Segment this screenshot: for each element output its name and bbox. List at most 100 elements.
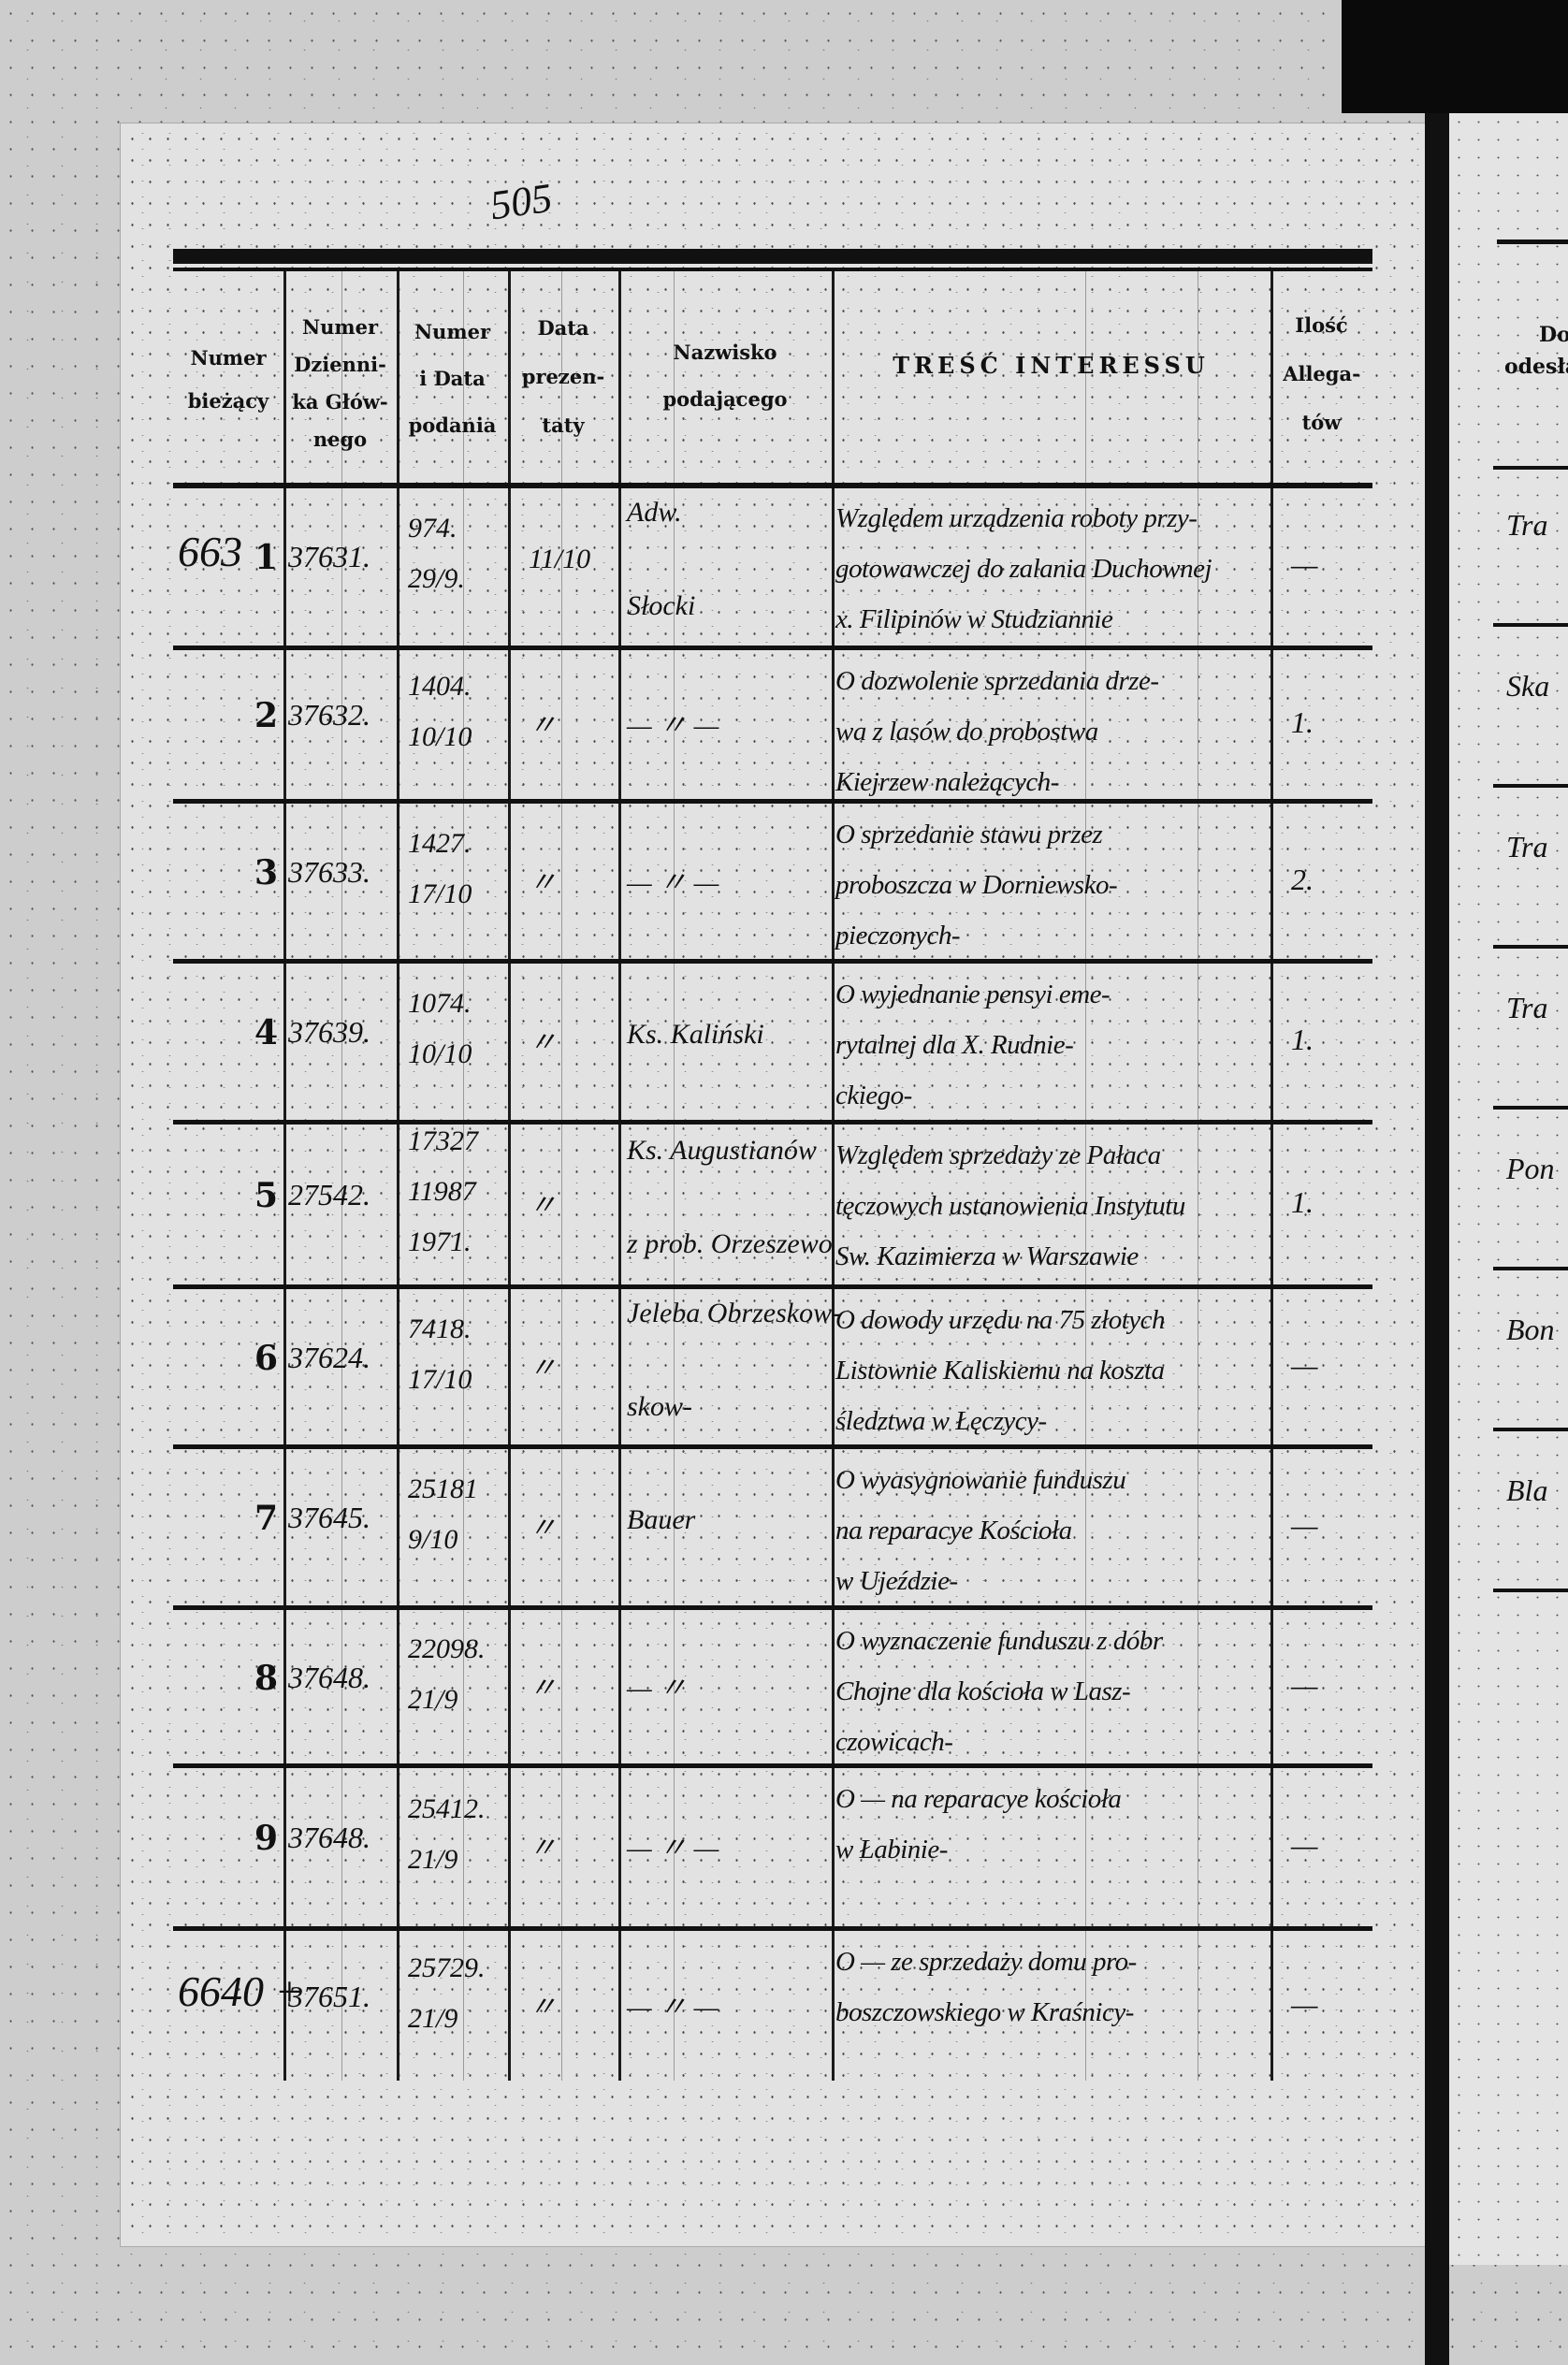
header-line: Numer	[190, 346, 267, 370]
matter-content-line: O wyznaczenie funduszu z dóbr	[835, 1626, 1163, 1656]
petitioner-name: — 〃	[627, 1672, 688, 1704]
matter-content-line: O — na reparacye kościoła	[835, 1784, 1122, 1814]
attachments-count: 1.	[1291, 705, 1314, 739]
column-header-data-prezentaty: Data prezen-taty	[508, 304, 618, 450]
petitioner-name: Ks. Augustianów	[627, 1135, 817, 1166]
matter-content-line: Względem sprzedaży ze Pałaca	[835, 1140, 1161, 1170]
presentation-date: 〃	[529, 1991, 557, 2023]
facing-entry: Tra	[1506, 508, 1548, 542]
facing-header: odesła	[1504, 355, 1568, 379]
row-number: 4	[254, 1013, 279, 1052]
header-line: ka Głów-	[292, 390, 388, 414]
header-line: Dzienni-	[294, 353, 386, 376]
matter-content-line: O wyasygnowanie funduszu	[835, 1465, 1126, 1495]
row-divider	[173, 1444, 1372, 1449]
petitioner-name: Jeleba Obrzeskow-	[627, 1297, 842, 1328]
matter-content-line: O wyjednanie pensyi eme-	[835, 979, 1111, 1009]
presentation-date: 〃	[529, 1513, 557, 1544]
submission-number-date: 9/10	[408, 1524, 458, 1555]
matter-content-line: O dowody urzędu na 75 złotych	[835, 1305, 1166, 1335]
submission-number-date: 17/10	[408, 1363, 472, 1395]
petitioner-name: Ks. Kaliński	[627, 1019, 764, 1050]
petitioner-name: Bauer	[627, 1504, 696, 1535]
row-number: 6	[254, 1338, 279, 1378]
submission-number-date: 10/10	[408, 721, 472, 752]
column-divider	[508, 271, 511, 2081]
petitioner-name: — 〃 —	[627, 710, 719, 741]
row-number: 2	[254, 696, 279, 735]
column-header-numer-dziennika: Numer Dzienni-ka Głów-nego	[283, 309, 397, 458]
row-number: 8	[254, 1658, 279, 1698]
attachments-count: 1.	[1291, 1023, 1314, 1056]
column-header-numer-data-podania: Numer i Data podania	[397, 309, 508, 449]
petitioner-name: Słocki	[627, 590, 696, 621]
ruling-line	[463, 271, 464, 2081]
row-divider	[173, 1120, 1372, 1124]
submission-number-date: 29/9.	[408, 563, 465, 594]
column-header-numer-biezacy: Numer bieżący	[173, 337, 283, 423]
row-divider	[173, 1605, 1372, 1610]
ruling-line	[674, 271, 675, 2081]
matter-content-line: gotowawczej do zalania Duchownej	[835, 554, 1212, 584]
column-divider	[397, 271, 399, 2081]
journal-number: 37648.	[288, 1660, 370, 1694]
submission-number-date: 25729.	[408, 1951, 486, 1983]
submission-number-date: 21/9	[408, 2002, 458, 2034]
matter-content-line: pieczonych-	[835, 921, 961, 950]
presentation-date: 〃	[529, 710, 557, 741]
row-number: 1	[254, 538, 279, 577]
header-line: i Data	[419, 367, 486, 390]
submission-number-date: 10/10	[408, 1038, 472, 1069]
facing-entry: Pon	[1506, 1152, 1555, 1185]
book-spine	[1425, 113, 1449, 2365]
attachments-count: —	[1291, 547, 1318, 581]
facing-rule	[1493, 1428, 1568, 1431]
attachments-count: —	[1291, 1347, 1318, 1382]
column-divider	[832, 271, 835, 2081]
submission-number-date: 21/9	[408, 1683, 458, 1715]
matter-content-line: Kiejrzew należących-	[835, 767, 1059, 797]
header-line: Nazwisko	[673, 341, 777, 364]
submission-number-date: 17327	[408, 1125, 478, 1156]
journal-number: 37631.	[288, 540, 370, 573]
attachments-count: —	[1291, 1667, 1318, 1702]
attachments-count: —	[1291, 1828, 1318, 1862]
row-divider	[173, 483, 1372, 488]
row-number: 9	[254, 1819, 279, 1858]
submission-number-date: 11987	[408, 1176, 476, 1207]
header-line: tów	[1301, 411, 1342, 434]
margin-annotation: 663	[178, 528, 242, 575]
facing-rule	[1493, 466, 1568, 470]
margin-annotation: 6640 +	[178, 1966, 304, 2015]
presentation-date: 〃	[529, 1190, 557, 1221]
journal-number: 37633.	[288, 854, 370, 889]
matter-content-line: Sw. Kazimierza w Warszawie	[835, 1241, 1139, 1271]
facing-rule	[1493, 1106, 1568, 1110]
row-number: 5	[254, 1176, 279, 1215]
header-top-rule	[173, 249, 1372, 264]
facing-entry: Bla	[1506, 1473, 1548, 1507]
row-number: 3	[254, 852, 279, 892]
presentation-date: 〃	[529, 1833, 557, 1864]
matter-content-line: Względem urządzenia roboty przy-	[835, 503, 1198, 533]
column-divider	[1270, 271, 1273, 2081]
matter-content-line: boszczowskiego w Kraśnicy-	[835, 1997, 1134, 2027]
journal-number: 37624.	[288, 1340, 370, 1374]
row-number: 7	[254, 1499, 279, 1538]
column-header-ilosc-allegatow: Ilość Allega-tów	[1270, 301, 1372, 447]
petitioner-name: — 〃 —	[627, 1991, 719, 2023]
scan-border	[1342, 0, 1568, 113]
journal-number: 27542.	[288, 1178, 370, 1212]
matter-content-line: w Łabinie-	[835, 1835, 948, 1864]
journal-number: 37632.	[288, 698, 370, 732]
facing-header: Do	[1539, 323, 1568, 347]
matter-content-line: O sprzedanie stawu przez	[835, 820, 1103, 849]
facing-entry: Tra	[1506, 830, 1548, 863]
submission-number-date: 7418.	[408, 1313, 472, 1344]
row-divider	[173, 799, 1372, 804]
submission-number-date: 1971.	[408, 1226, 472, 1257]
presentation-date: 〃	[529, 1027, 557, 1058]
row-divider	[173, 1763, 1372, 1768]
submission-number-date: 974.	[408, 513, 457, 544]
petitioner-name: Adw.	[627, 497, 682, 528]
